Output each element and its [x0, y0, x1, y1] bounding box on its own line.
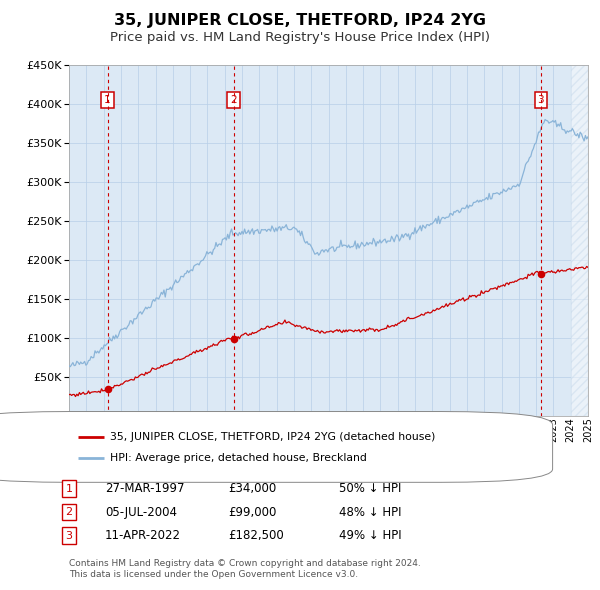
- Text: Price paid vs. HM Land Registry's House Price Index (HPI): Price paid vs. HM Land Registry's House …: [110, 31, 490, 44]
- Text: £182,500: £182,500: [228, 529, 284, 542]
- Text: 50% ↓ HPI: 50% ↓ HPI: [339, 482, 401, 495]
- Text: 35, JUNIPER CLOSE, THETFORD, IP24 2YG (detached house): 35, JUNIPER CLOSE, THETFORD, IP24 2YG (d…: [110, 432, 435, 442]
- Text: 1: 1: [65, 484, 73, 493]
- Text: Contains HM Land Registry data © Crown copyright and database right 2024.: Contains HM Land Registry data © Crown c…: [69, 559, 421, 568]
- Text: 35, JUNIPER CLOSE, THETFORD, IP24 2YG: 35, JUNIPER CLOSE, THETFORD, IP24 2YG: [114, 13, 486, 28]
- Text: 27-MAR-1997: 27-MAR-1997: [105, 482, 185, 495]
- Text: 48% ↓ HPI: 48% ↓ HPI: [339, 506, 401, 519]
- Text: This data is licensed under the Open Government Licence v3.0.: This data is licensed under the Open Gov…: [69, 571, 358, 579]
- Text: 05-JUL-2004: 05-JUL-2004: [105, 506, 177, 519]
- Text: 3: 3: [65, 531, 73, 540]
- Text: 3: 3: [538, 95, 544, 105]
- Bar: [571, 65, 588, 416]
- Text: 11-APR-2022: 11-APR-2022: [105, 529, 181, 542]
- Text: 49% ↓ HPI: 49% ↓ HPI: [339, 529, 401, 542]
- FancyBboxPatch shape: [0, 412, 553, 483]
- Text: 2: 2: [65, 507, 73, 517]
- Text: HPI: Average price, detached house, Breckland: HPI: Average price, detached house, Brec…: [110, 453, 367, 463]
- Text: £99,000: £99,000: [228, 506, 277, 519]
- Text: £34,000: £34,000: [228, 482, 276, 495]
- Text: 1: 1: [104, 95, 111, 105]
- Text: 2: 2: [230, 95, 237, 105]
